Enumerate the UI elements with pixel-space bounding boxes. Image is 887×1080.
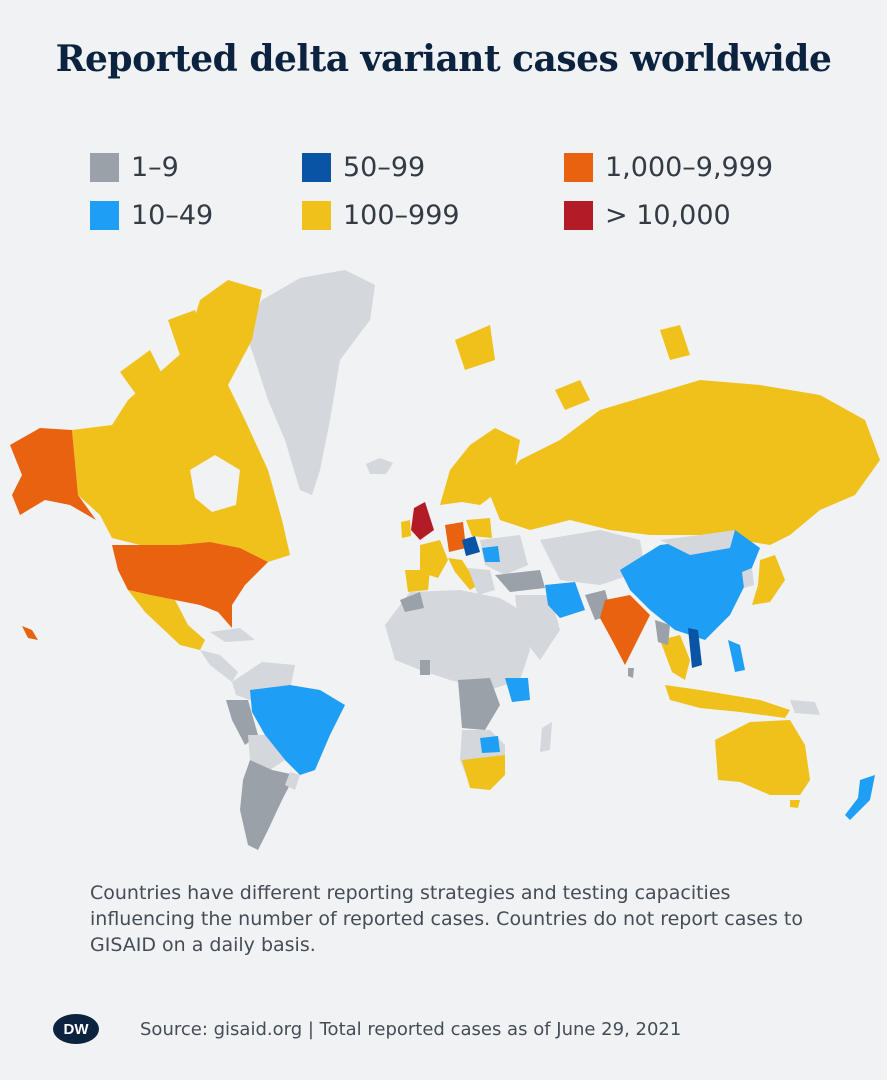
world-map xyxy=(10,270,880,850)
sri-lanka xyxy=(628,668,634,678)
madagascar xyxy=(540,722,552,752)
vietnam xyxy=(688,628,702,668)
morocco xyxy=(400,592,424,612)
iran xyxy=(545,582,585,618)
central-europe xyxy=(462,536,480,556)
west-africa-country xyxy=(420,660,430,675)
hawaii xyxy=(22,626,38,640)
legend-label: 1–9 xyxy=(131,152,179,183)
legend-item-1000-9999: 1,000–9,999 xyxy=(564,152,773,183)
legend-item-50-99: 50–99 xyxy=(302,152,425,183)
tasmania xyxy=(790,800,800,808)
southeast-asia xyxy=(660,635,690,680)
usa xyxy=(112,542,268,628)
methodology-note: Countries have different reporting strat… xyxy=(90,882,803,956)
russia xyxy=(490,380,880,545)
middle-east xyxy=(515,595,560,660)
legend-swatch xyxy=(302,153,331,182)
uruguay xyxy=(285,772,300,790)
east-africa xyxy=(505,678,530,702)
uk xyxy=(411,502,434,540)
footer: DW Source: gisaid.org | Total reported c… xyxy=(52,1012,681,1046)
caribbean xyxy=(210,628,255,642)
legend-item-10000-plus: > 10,000 xyxy=(564,200,731,231)
dw-logo-icon: DW xyxy=(53,1014,99,1044)
legend-swatch xyxy=(90,153,119,182)
bolivia-paraguay xyxy=(248,735,285,770)
zimbabwe xyxy=(480,736,500,753)
mongolia xyxy=(660,530,735,555)
legend-swatch xyxy=(302,201,331,230)
legend-label: > 10,000 xyxy=(605,200,731,231)
page-title: Reported delta variant cases worldwide xyxy=(55,38,832,80)
india xyxy=(600,595,650,665)
dw-logo-text: DW xyxy=(64,1021,90,1038)
legend-item-1-9: 1–9 xyxy=(90,152,179,183)
indonesia xyxy=(665,685,790,718)
japan xyxy=(752,555,785,605)
poland xyxy=(466,518,492,538)
iceland xyxy=(366,458,393,474)
legend-swatch xyxy=(564,201,593,230)
greenland xyxy=(245,270,375,495)
china xyxy=(620,530,760,640)
mexico xyxy=(128,590,205,650)
legend-label: 10–49 xyxy=(131,200,214,231)
turkey xyxy=(495,570,545,592)
ireland xyxy=(401,520,411,538)
balkans xyxy=(468,568,495,595)
central-america xyxy=(200,650,238,682)
new-zealand xyxy=(845,775,875,820)
central-asia xyxy=(540,530,645,585)
italy xyxy=(448,558,478,590)
legend-item-100-999: 100–999 xyxy=(302,200,460,231)
hudson-bay xyxy=(190,455,240,512)
eastern-europe xyxy=(480,535,528,575)
germany xyxy=(445,522,466,552)
iberia xyxy=(405,570,430,592)
source-text: Source: gisaid.org | Total reported case… xyxy=(140,1018,682,1040)
philippines xyxy=(728,640,745,672)
australia xyxy=(715,720,810,795)
legend-label: 50–99 xyxy=(343,152,426,183)
argentina-chile xyxy=(240,760,295,850)
romania xyxy=(482,546,500,562)
legend-item-10-49: 10–49 xyxy=(90,200,213,231)
legend: 1–9 10–49 50–99 100–999 1,000–9,999 > 10… xyxy=(90,152,810,252)
legend-swatch xyxy=(90,201,119,230)
alaska xyxy=(10,428,96,520)
legend-swatch xyxy=(564,153,593,182)
myanmar xyxy=(655,620,670,645)
korea xyxy=(742,568,754,588)
canada-arctic-islands xyxy=(120,310,205,400)
central-africa xyxy=(458,678,500,730)
legend-label: 1,000–9,999 xyxy=(605,152,774,183)
south-africa xyxy=(462,755,505,790)
papua-new-guinea xyxy=(790,700,820,715)
brazil xyxy=(250,685,345,775)
france xyxy=(420,540,448,578)
russia-arctic-islands xyxy=(455,325,690,410)
peru-ecuador xyxy=(226,700,258,745)
legend-label: 100–999 xyxy=(343,200,460,231)
